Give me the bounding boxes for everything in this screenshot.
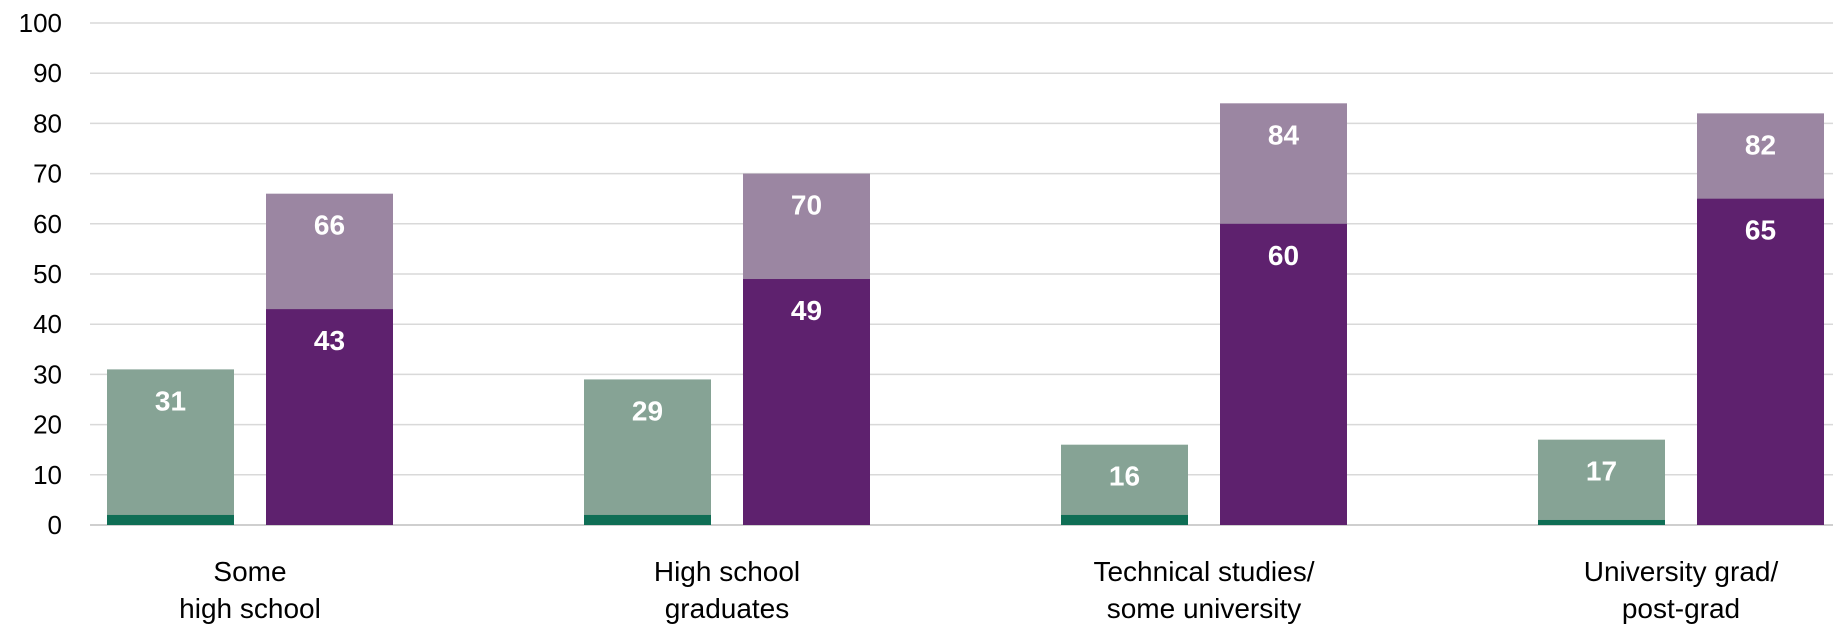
y-tick-label: 80: [33, 108, 62, 138]
x-category-label: High school: [654, 556, 800, 587]
bar-segment: [266, 309, 393, 525]
x-category-label: post-grad: [1622, 593, 1740, 624]
data-label: 29: [632, 395, 663, 426]
y-tick-label: 10: [33, 460, 62, 490]
bar-segment: [743, 279, 870, 525]
data-label: 82: [1745, 129, 1776, 160]
data-label: 60: [1268, 240, 1299, 271]
y-tick-label: 30: [33, 359, 62, 389]
bar-segment: [1538, 439, 1665, 525]
y-axis-ticks: 0 10 20 30 40 50 60 70 80 90 100: [19, 8, 62, 540]
data-label: 43: [314, 325, 345, 356]
y-tick-label: 20: [33, 410, 62, 440]
data-label: 66: [314, 210, 345, 241]
x-axis-categories: Some high school High school graduates Techn…: [179, 556, 1778, 624]
bar-segment: [1538, 519, 1665, 525]
x-category-label: graduates: [665, 593, 790, 624]
y-tick-label: 50: [33, 259, 62, 289]
data-label: 17: [1586, 456, 1617, 487]
y-tick-label: 40: [33, 309, 62, 339]
y-tick-label: 100: [19, 8, 62, 38]
x-category-label: Some: [213, 556, 286, 587]
y-tick-label: 70: [33, 159, 62, 189]
y-tick-label: 0: [48, 510, 62, 540]
y-tick-label: 60: [33, 209, 62, 239]
bar-segment: [107, 369, 234, 525]
bars: [107, 103, 1824, 526]
bar-segment: [584, 379, 711, 525]
data-label: 84: [1268, 119, 1300, 150]
data-label: 49: [791, 295, 822, 326]
data-labels: 31 43 66 29 49 70 16 60 84 17 65 82: [155, 119, 1776, 491]
bar-segment: [1220, 223, 1347, 526]
y-tick-label: 90: [33, 58, 62, 88]
bar-segment: [1061, 444, 1188, 525]
x-category-label: University grad/: [1584, 556, 1779, 587]
bar-segment: [107, 514, 234, 525]
x-category-label: Technical studies/: [1093, 556, 1314, 587]
data-label: 31: [155, 385, 186, 416]
bar-segment: [1061, 514, 1188, 525]
bar-segment: [1697, 198, 1824, 525]
x-category-label: high school: [179, 593, 321, 624]
data-label: 65: [1745, 215, 1776, 246]
x-category-label: some university: [1107, 593, 1302, 624]
data-label: 70: [791, 190, 822, 221]
data-label: 16: [1109, 461, 1140, 492]
bar-segment: [584, 514, 711, 525]
